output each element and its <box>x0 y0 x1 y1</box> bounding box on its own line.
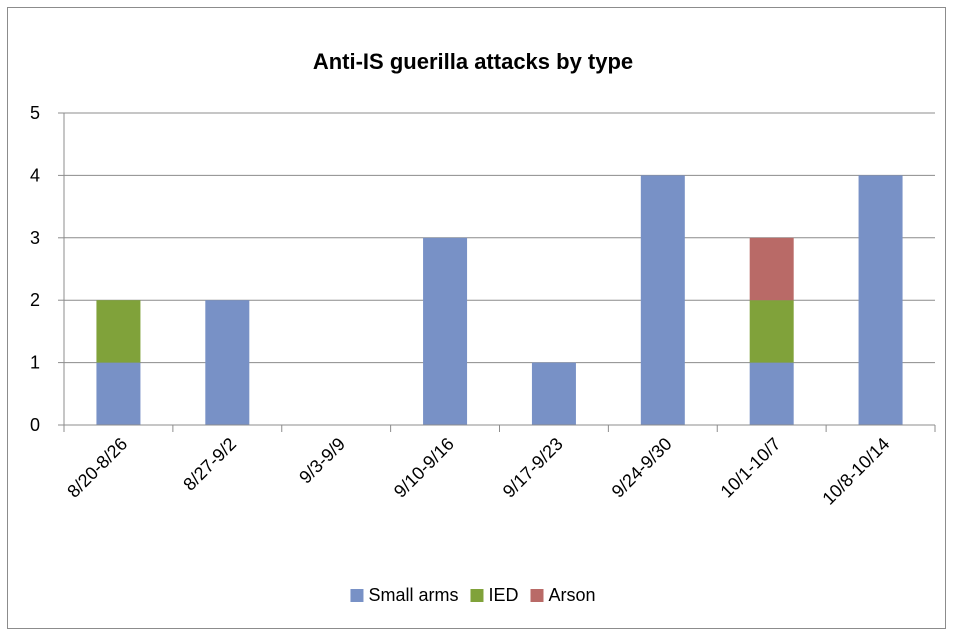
legend: Small arms IED Arson <box>350 585 596 605</box>
bar-small-arms <box>205 300 250 425</box>
y-tick-label: 2 <box>30 290 40 310</box>
y-tick-label: 5 <box>30 103 40 123</box>
bar-ied <box>96 300 141 363</box>
bar-small-arms <box>858 175 903 425</box>
x-tick-label: 8/20-8/26 <box>63 434 131 502</box>
x-tick-label: 10/8-10/14 <box>818 434 893 509</box>
y-tick-label: 3 <box>30 228 40 248</box>
x-tick-label: 9/3-9/9 <box>295 434 349 488</box>
legend-swatch-ied <box>470 589 484 602</box>
bar-small-arms <box>423 237 468 425</box>
x-tick-label: 9/17-9/23 <box>499 434 567 502</box>
legend-swatch-arson <box>530 589 544 602</box>
legend-swatch-small-arms <box>350 589 364 602</box>
y-tick-label: 4 <box>30 165 40 185</box>
legend-label-small-arms: Small arms <box>368 585 458 605</box>
x-tick-label: 9/24-9/30 <box>608 434 676 502</box>
bar-small-arms <box>749 362 794 425</box>
y-tick-label: 0 <box>30 415 40 435</box>
x-tick-label: 10/1-10/7 <box>717 434 785 502</box>
legend-label-ied: IED <box>488 585 518 605</box>
y-tick-label: 1 <box>30 353 40 373</box>
axes: 0 1 2 3 4 5 8/20-8/26 8/27-9/2 9/3-9/9 9/10-9/16 9… <box>30 103 936 509</box>
chart-title: Anti-IS guerilla attacks by type <box>313 49 633 74</box>
bars <box>96 175 903 425</box>
bar-small-arms <box>531 362 576 425</box>
x-tick-label: 8/27-9/2 <box>179 434 240 495</box>
bar-small-arms <box>96 362 141 425</box>
gridlines <box>64 112 935 364</box>
bar-small-arms <box>640 175 685 425</box>
x-tick-label: 9/10-9/16 <box>390 434 458 502</box>
bar-ied <box>749 300 794 363</box>
legend-label-arson: Arson <box>549 585 596 605</box>
bar-arson <box>749 237 794 301</box>
